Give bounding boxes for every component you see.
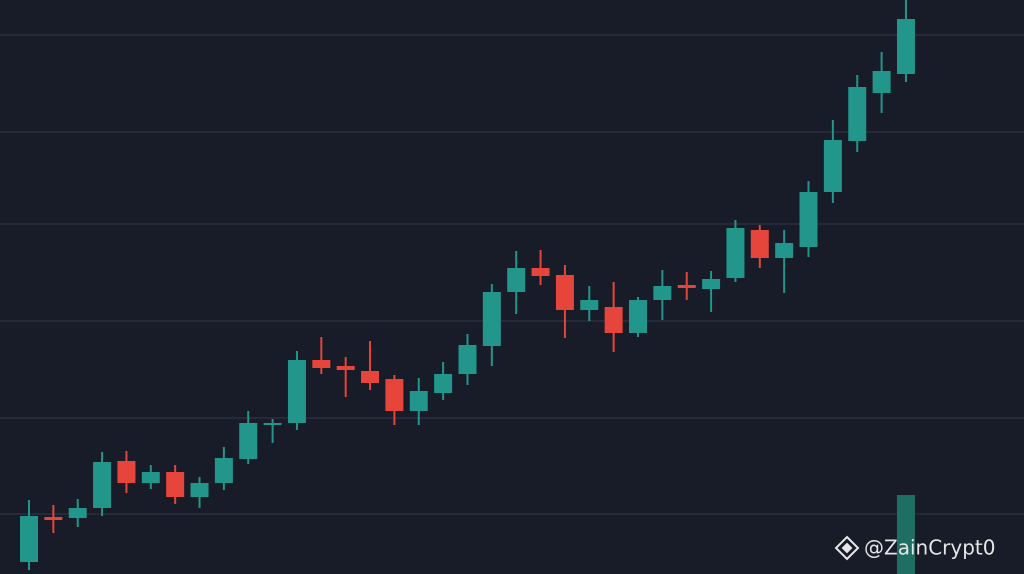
candle-body: [750, 230, 769, 258]
candle-body: [93, 462, 112, 508]
candle-body: [531, 268, 550, 276]
candle-body: [385, 379, 404, 411]
candle-body: [361, 371, 380, 383]
candle-body: [580, 300, 599, 310]
candle-body: [604, 307, 623, 333]
candle-body: [141, 472, 160, 483]
candle-body: [799, 192, 818, 247]
candle-body: [482, 292, 501, 346]
candle-body: [117, 461, 136, 483]
watermark: @ZainCrypt0: [864, 536, 995, 560]
candle-body: [458, 345, 477, 374]
candle-body: [312, 360, 331, 368]
candle-body: [239, 423, 258, 459]
candle-body: [20, 516, 38, 562]
candle-body: [336, 366, 355, 370]
candle-body: [409, 391, 428, 411]
candle-body: [726, 228, 745, 278]
candle-body: [629, 300, 647, 333]
candle-body: [507, 268, 526, 292]
candle-body: [775, 243, 794, 258]
candle-body: [555, 275, 574, 310]
candle-body: [263, 423, 282, 425]
candle-body: [872, 71, 891, 93]
candle-body: [434, 374, 453, 393]
watermark-icon: [834, 535, 860, 561]
candle-body: [677, 285, 696, 288]
candle-body: [214, 458, 233, 483]
candle-body: [68, 508, 87, 518]
candle-body: [823, 140, 842, 192]
candle-body: [702, 279, 721, 289]
candle-body: [896, 19, 915, 74]
volume-bar: [896, 495, 915, 574]
candle-body: [44, 517, 63, 520]
candle-body: [848, 87, 867, 141]
candle-body: [190, 483, 209, 497]
candle-body: [653, 286, 672, 300]
candle-body: [166, 472, 185, 497]
candle-body: [287, 360, 306, 423]
